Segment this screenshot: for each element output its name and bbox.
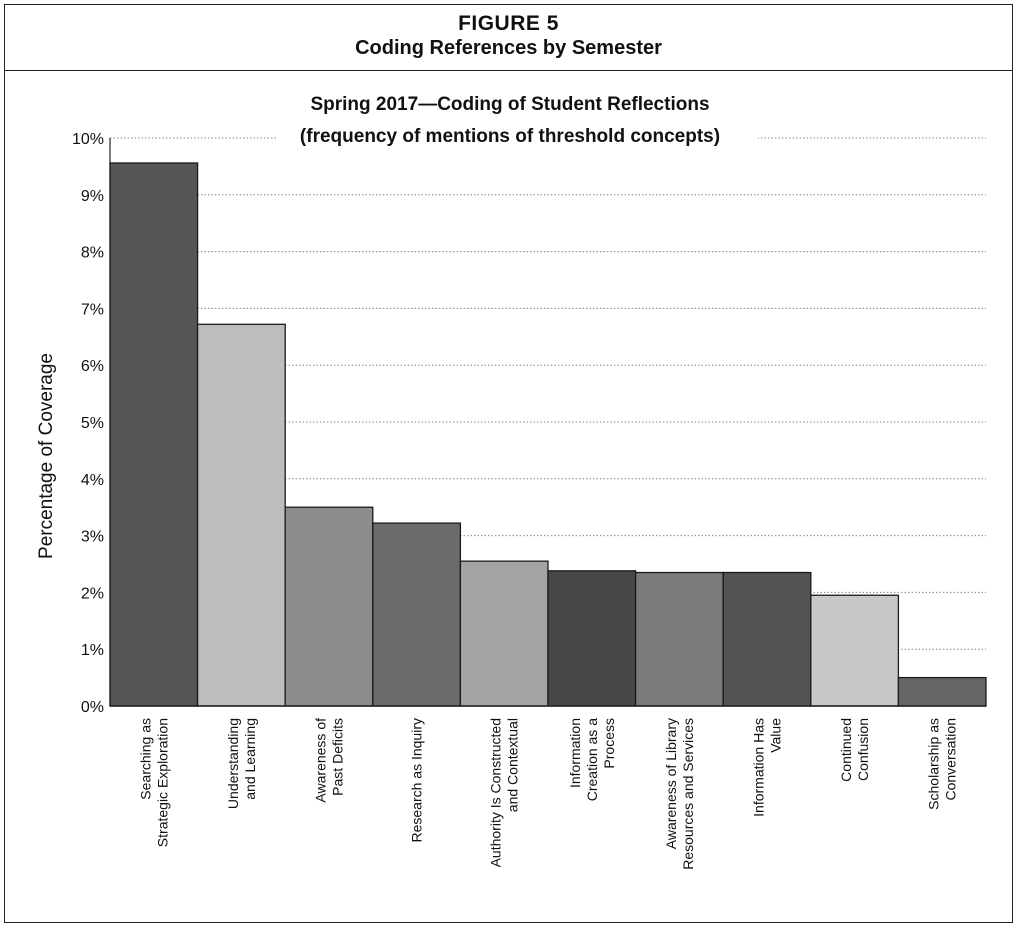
y-tick-label: 8% [81,245,104,262]
x-category-label: Scholarship asConversation [926,718,959,810]
x-category-label-line: Value [768,718,784,753]
bar [196,323,286,707]
x-category-label-line: Research as Inquiry [409,718,425,843]
x-category-label-line: and Learning [242,718,258,800]
y-tick-label: 4% [81,472,104,489]
bar [372,522,462,707]
bar [722,571,812,707]
y-tick-label: 0% [81,699,104,716]
x-category-label-line: Information Has [751,718,767,817]
bar [634,571,724,707]
chart-title: Spring 2017—Coding of Student Reflection… [310,94,709,115]
x-category-label-line: Scholarship as [926,718,942,810]
x-category-label: Authority Is Constructedand Contextual [488,718,521,867]
x-category-label-line: Awareness of Library [663,718,679,849]
figure-frame: FIGURE 5 Coding References by Semester [4,4,1013,923]
x-category-label-line: Continued [838,718,854,782]
chart-title-background [278,92,758,156]
y-tick-label: 9% [81,188,104,205]
bar [810,594,900,707]
x-category-label-line: and Contextual [505,718,521,812]
x-category-label-line: Information [567,718,583,788]
x-category-label-line: Searching as [137,718,153,800]
x-category-label: Understandingand Learning [225,718,258,809]
y-tick-label: 10% [72,131,104,148]
bar [459,560,549,707]
x-category-label: Searching asStrategic Exploration [137,718,170,847]
y-axis-label: Percentage of Coverage [36,353,57,559]
x-category-label-line: Creation as a [584,718,600,801]
bars [109,162,987,707]
figure-label: FIGURE 5 [458,12,559,35]
x-category-label: Awareness of LibraryResources and Servic… [663,718,696,870]
x-category-label: InformationCreation as aProcess [567,718,617,801]
bar [284,506,374,707]
x-axis-category-labels: Searching asStrategic Exploration Underst… [137,718,958,870]
y-axis-ticks: 0% 1% 2% 3% 4% 5% 6% 7% 8% 9% 10% [72,131,104,716]
figure-title: Coding References by Semester [355,37,662,59]
y-tick-label: 3% [81,529,104,546]
bar [547,570,637,707]
x-category-label-line: Confusion [855,718,871,781]
x-category-label-line: Process [601,718,617,769]
y-tick-label: 1% [81,642,104,659]
x-category-label-line: Authority Is Constructed [488,718,504,867]
bar [109,162,199,707]
figure-header: FIGURE 5 Coding References by Semester [5,5,1012,71]
y-tick-label: 5% [81,415,104,432]
x-category-label: ContinuedConfusion [838,718,871,782]
bar [897,676,987,707]
chart-subtitle: (frequency of mentions of threshold conc… [300,126,720,147]
x-category-label-line: Conversation [943,718,959,801]
x-category-label-line: Awareness of [313,718,329,803]
x-category-label-line: Understanding [225,718,241,809]
y-tick-label: 2% [81,585,104,602]
x-category-label-line: Past Deficits [330,718,346,796]
x-category-label: Information HasValue [751,718,784,817]
y-tick-label: 7% [81,301,104,318]
x-category-label: Research as Inquiry [409,718,425,843]
x-category-label-line: Resources and Services [680,718,696,870]
y-tick-label: 6% [81,358,104,375]
x-category-label: Awareness ofPast Deficits [313,718,346,803]
x-category-label-line: Strategic Exploration [154,718,170,847]
